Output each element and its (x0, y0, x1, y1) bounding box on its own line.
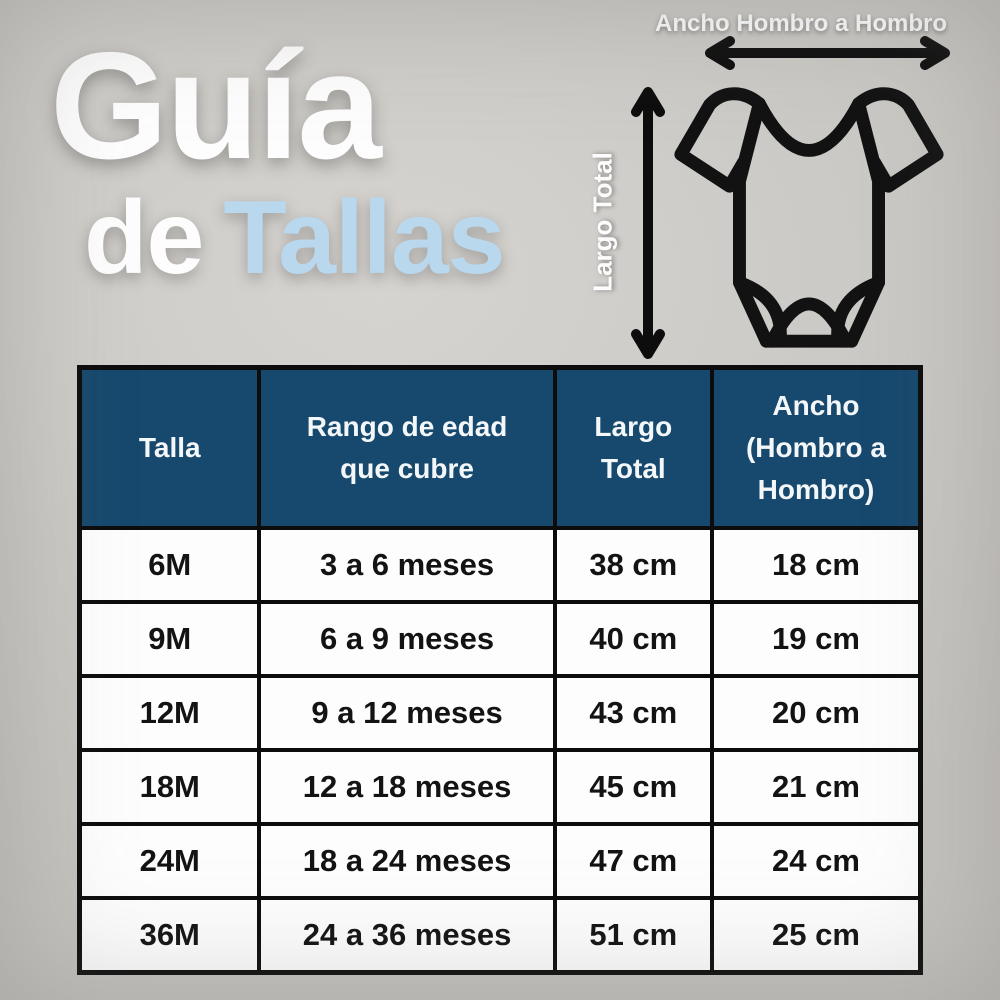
table-cell: 51 cm (552, 896, 714, 975)
table-cell: 20 cm (709, 674, 923, 752)
header-largo-total: Largo Total (552, 365, 714, 530)
total-length-arrow-label: Largo Total (587, 152, 618, 292)
table-header-row: Talla Rango de edad que cubre Largo Tota… (77, 365, 923, 530)
table-row: 36M 24 a 36 meses 51 cm 25 cm (77, 896, 923, 975)
page-title: Guía de Tallas (50, 21, 506, 290)
table-cell: 18M (77, 748, 262, 826)
table-cell: 40 cm (552, 600, 714, 678)
table-row: 24M 18 a 24 meses 47 cm 24 cm (77, 822, 923, 900)
table-cell: 18 cm (709, 526, 923, 604)
table-cell: 12M (77, 674, 262, 752)
title-word-guia: Guía (50, 21, 382, 191)
header-talla: Talla (77, 365, 262, 530)
size-guide-table: Talla Rango de edad que cubre Largo Tota… (77, 365, 923, 975)
table-cell: 24 cm (709, 822, 923, 900)
table-cell: 25 cm (709, 896, 923, 975)
table-cell: 19 cm (709, 600, 923, 678)
table-cell: 45 cm (552, 748, 714, 826)
table-cell: 47 cm (552, 822, 714, 900)
table-row: 6M 3 a 6 meses 38 cm 18 cm (77, 526, 923, 604)
header-ancho-hombro: Ancho (Hombro a Hombro) (709, 365, 923, 530)
shoulder-width-arrow-label: Ancho Hombro a Hombro (655, 10, 947, 37)
table-row: 12M 9 a 12 meses 43 cm 20 cm (77, 674, 923, 752)
table-cell: 9 a 12 meses (257, 674, 557, 752)
table-cell: 24M (77, 822, 262, 900)
table-cell: 43 cm (552, 674, 714, 752)
table-row: 18M 12 a 18 meses 45 cm 21 cm (77, 748, 923, 826)
table-cell: 12 a 18 meses (257, 748, 557, 826)
header-rango-edad: Rango de edad que cubre (257, 365, 557, 530)
table-cell: 3 a 6 meses (257, 526, 557, 604)
baby-bodysuit-icon (674, 87, 944, 348)
horizontal-double-arrow-icon (705, 36, 950, 70)
table-cell: 18 a 24 meses (257, 822, 557, 900)
table-cell: 9M (77, 600, 262, 678)
table-cell: 6 a 9 meses (257, 600, 557, 678)
table-cell: 6M (77, 526, 262, 604)
table-header: Talla Rango de edad que cubre Largo Tota… (77, 365, 923, 530)
table-body: 6M 3 a 6 meses 38 cm 18 cm 9M 6 a 9 meses 40 c… (77, 526, 923, 975)
table-cell: 21 cm (709, 748, 923, 826)
table-row: 9M 6 a 9 meses 40 cm 19 cm (77, 600, 923, 678)
title-word-de: de (84, 180, 204, 296)
table-cell: 24 a 36 meses (257, 896, 557, 975)
table-cell: 38 cm (552, 526, 714, 604)
title-word-tallas: Tallas (223, 180, 505, 296)
title-line2: de Tallas (84, 186, 506, 290)
table-cell: 36M (77, 896, 262, 975)
vertical-double-arrow-icon (631, 87, 665, 359)
